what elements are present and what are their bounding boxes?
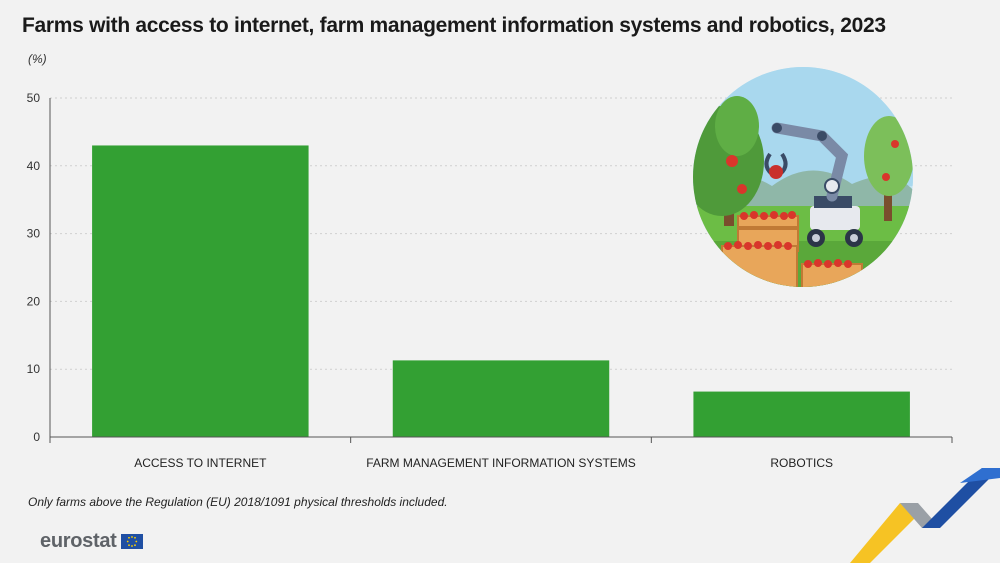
y-tick-label: 20 — [27, 294, 41, 308]
decorative-ribbon-icon — [850, 468, 1000, 563]
y-tick-label: 10 — [27, 362, 41, 376]
bar — [693, 391, 910, 437]
bar — [392, 360, 610, 437]
axes — [49, 98, 953, 443]
footnote: Only farms above the Regulation (EU) 201… — [28, 495, 448, 509]
y-tick-label: 50 — [27, 91, 41, 105]
chart-title: Farms with access to internet, farm mana… — [22, 14, 886, 37]
bar-chart: 0 10 20 30 40 50 ACCESS TO INTERNET FARM MANAGE… — [27, 91, 953, 470]
axis-labels: 0 10 20 30 40 50 ACCESS TO INTERNET FARM MANAGE… — [27, 91, 833, 470]
y-tick-label: 0 — [33, 430, 40, 444]
eurostat-logo: eurostat — [40, 530, 143, 553]
x-category-label: ACCESS TO INTERNET — [134, 456, 267, 470]
bars — [92, 145, 910, 437]
unit-label: (%) — [28, 52, 47, 66]
bar — [92, 145, 309, 437]
farm-robot-illustration — [693, 67, 913, 287]
y-tick-label: 30 — [27, 227, 41, 241]
eu-flag-icon — [120, 534, 143, 549]
x-category-label: ROBOTICS — [770, 456, 833, 470]
brand-name: eurostat — [40, 530, 117, 552]
y-tick-label: 40 — [27, 159, 41, 173]
x-category-label: FARM MANAGEMENT INFORMATION SYSTEMS — [366, 456, 636, 470]
